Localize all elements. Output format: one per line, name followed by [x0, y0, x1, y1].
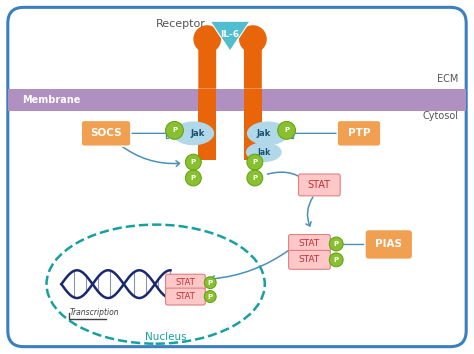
- Text: Transcription: Transcription: [69, 308, 119, 318]
- Text: Jak: Jak: [190, 129, 204, 138]
- FancyBboxPatch shape: [289, 235, 330, 253]
- Text: STAT: STAT: [175, 292, 195, 301]
- FancyBboxPatch shape: [81, 120, 131, 146]
- FancyBboxPatch shape: [165, 288, 205, 305]
- Bar: [198, 89, 216, 160]
- Text: STAT: STAT: [299, 239, 320, 249]
- Text: Receptor: Receptor: [155, 19, 205, 29]
- Text: SOCS: SOCS: [90, 129, 122, 138]
- Text: Cytosol: Cytosol: [422, 112, 458, 121]
- Text: P: P: [334, 257, 339, 263]
- FancyBboxPatch shape: [8, 7, 466, 347]
- Ellipse shape: [247, 121, 289, 145]
- FancyBboxPatch shape: [299, 174, 340, 196]
- Text: STAT: STAT: [308, 180, 331, 190]
- Text: PTP: PTP: [348, 129, 370, 138]
- Circle shape: [247, 154, 263, 170]
- Text: P: P: [191, 159, 196, 165]
- Text: Nucleus: Nucleus: [145, 332, 186, 342]
- Text: IL-6: IL-6: [220, 30, 240, 39]
- Text: Membrane: Membrane: [22, 95, 80, 105]
- FancyBboxPatch shape: [289, 250, 330, 269]
- Text: Jak: Jak: [257, 148, 270, 157]
- FancyBboxPatch shape: [165, 274, 205, 291]
- FancyBboxPatch shape: [337, 120, 381, 146]
- Ellipse shape: [246, 142, 282, 162]
- Text: P: P: [172, 127, 177, 133]
- Text: ECM: ECM: [437, 74, 458, 84]
- Text: PIAS: PIAS: [375, 239, 402, 250]
- Circle shape: [185, 154, 201, 170]
- Circle shape: [165, 121, 183, 139]
- Circle shape: [278, 121, 295, 139]
- Text: P: P: [208, 280, 213, 286]
- Circle shape: [204, 291, 216, 303]
- Bar: [244, 89, 262, 160]
- FancyBboxPatch shape: [198, 39, 216, 89]
- Ellipse shape: [173, 121, 214, 145]
- Circle shape: [193, 25, 221, 53]
- Text: P: P: [191, 175, 196, 181]
- Text: P: P: [252, 175, 257, 181]
- Circle shape: [204, 277, 216, 289]
- Text: Jak: Jak: [256, 129, 271, 138]
- Text: P: P: [334, 241, 339, 247]
- Text: STAT: STAT: [299, 255, 320, 264]
- Text: P: P: [284, 127, 289, 133]
- FancyBboxPatch shape: [365, 230, 412, 259]
- Circle shape: [329, 253, 343, 267]
- Circle shape: [247, 170, 263, 186]
- Bar: [8, 89, 466, 110]
- Polygon shape: [210, 21, 250, 51]
- Text: STAT: STAT: [175, 278, 195, 287]
- Text: P: P: [252, 159, 257, 165]
- Text: P: P: [208, 293, 213, 299]
- Circle shape: [329, 237, 343, 251]
- Circle shape: [185, 170, 201, 186]
- Circle shape: [239, 25, 267, 53]
- FancyBboxPatch shape: [244, 39, 262, 89]
